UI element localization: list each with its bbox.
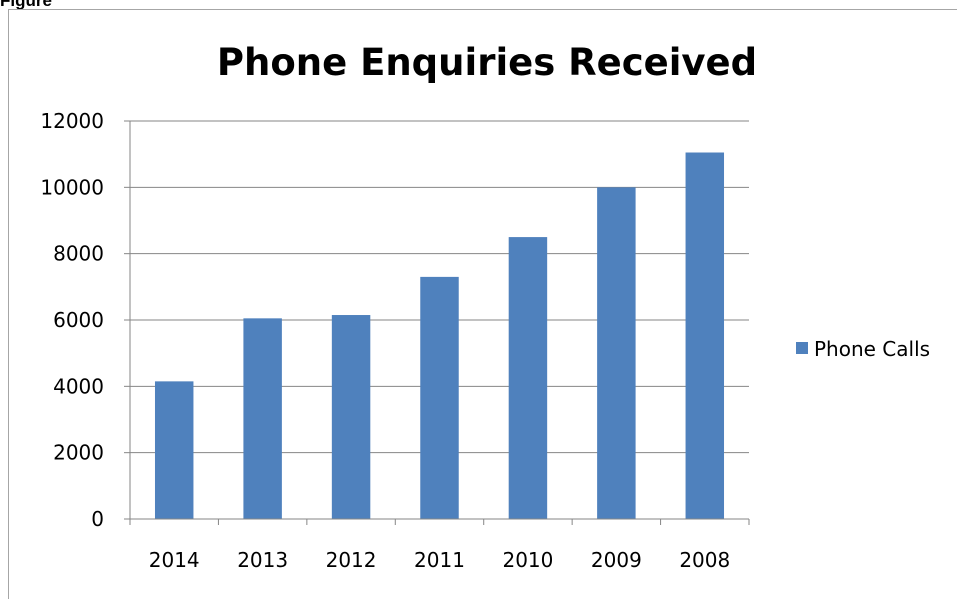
legend-label: Phone Calls: [814, 337, 930, 361]
figure-caption: Figure: [0, 0, 52, 10]
bar-2009: [597, 187, 636, 520]
y-tick-label: 12000: [40, 109, 104, 133]
x-tick-label: 2010: [502, 548, 553, 572]
y-tick-label: 8000: [53, 242, 104, 266]
bar-2014: [154, 381, 194, 519]
y-tick-labels: 0 2000 4000 6000 8000 10000 12000: [40, 109, 104, 531]
bar-2008: [685, 152, 725, 519]
x-tick-labels: 2014 2013 2012 2011 2010 2009 2008: [149, 548, 730, 572]
x-tick-label: 2008: [679, 548, 730, 572]
bar-2011: [420, 276, 459, 519]
x-tick-label: 2014: [149, 548, 200, 572]
x-tick-label: 2009: [591, 548, 642, 572]
y-tick-label: 0: [91, 507, 104, 531]
x-tick-label: 2012: [326, 548, 377, 572]
x-tick-label: 2011: [414, 548, 465, 572]
y-tick-label: 6000: [53, 308, 104, 332]
chart-title: Phone Enquiries Received: [217, 41, 757, 84]
y-tick-label: 10000: [40, 175, 104, 199]
x-tick-label: 2013: [237, 548, 288, 572]
legend-swatch: [796, 342, 808, 354]
legend: Phone Calls: [796, 337, 930, 361]
bar-2012: [331, 315, 371, 519]
bars: [154, 152, 725, 520]
axes: [124, 120, 750, 525]
bar-2010: [508, 237, 548, 520]
bar-2013: [243, 318, 282, 519]
y-tick-label: 4000: [53, 374, 104, 398]
y-tick-label: 2000: [53, 441, 104, 465]
